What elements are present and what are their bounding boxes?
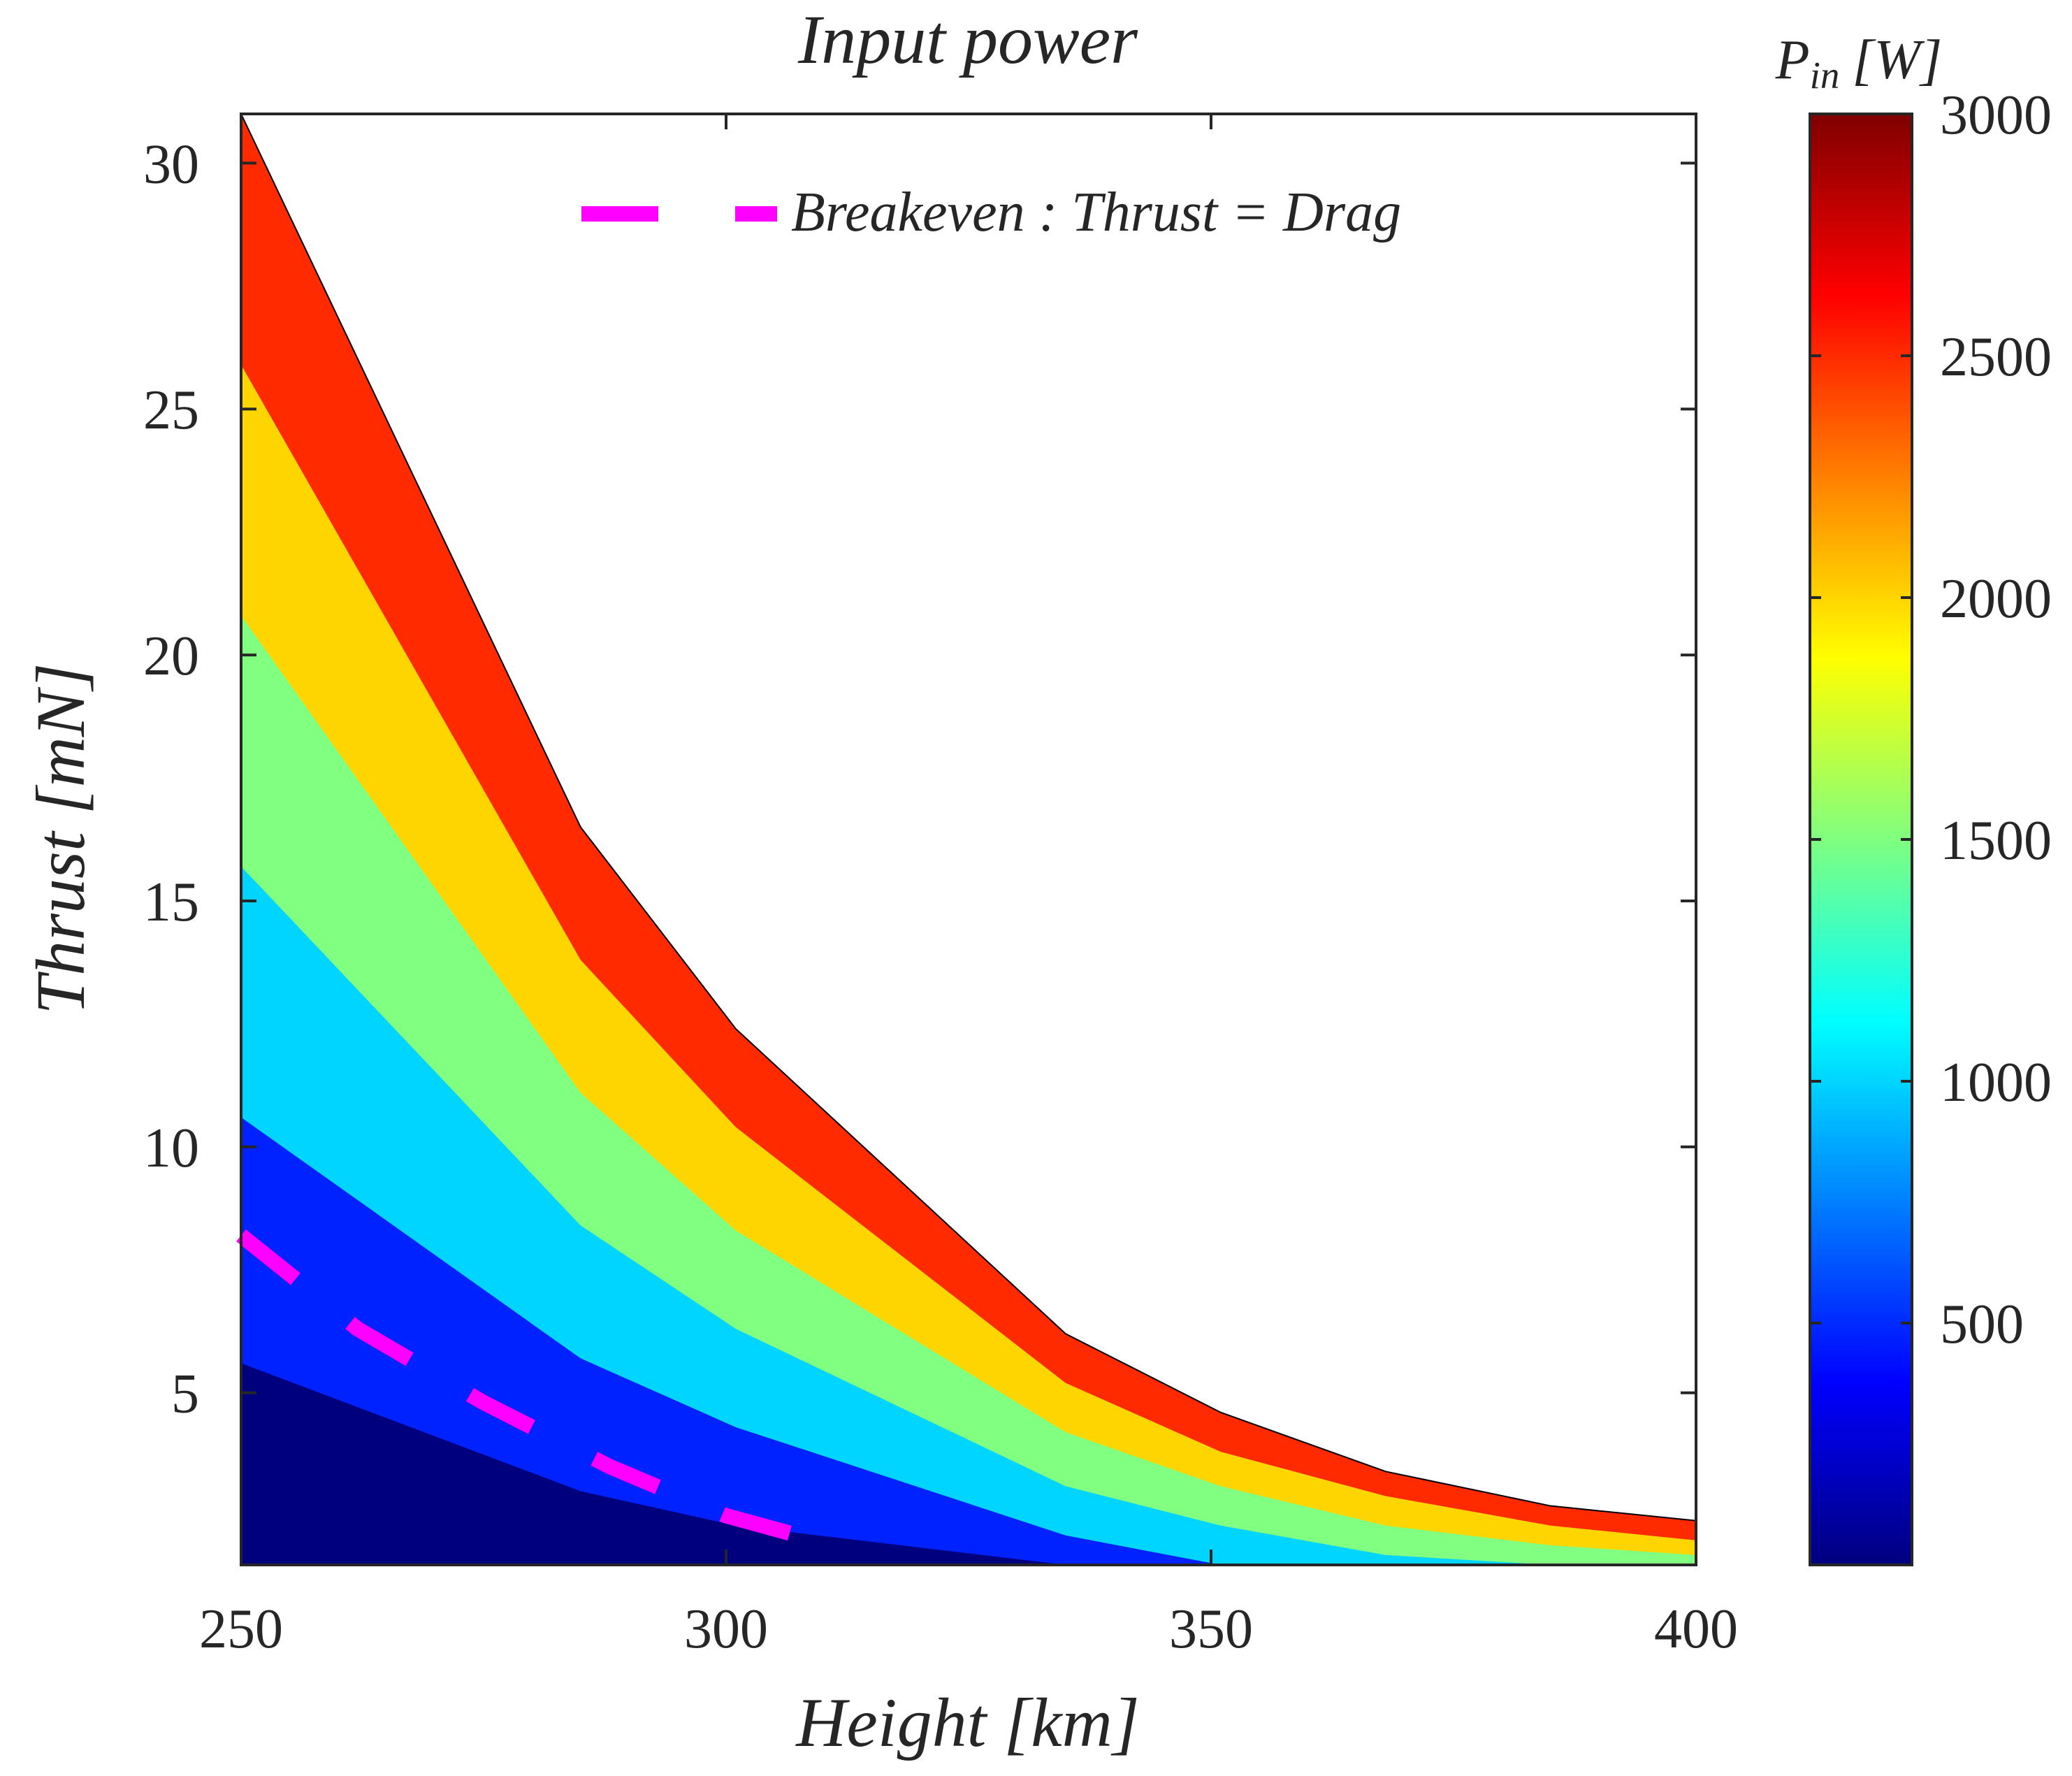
colorbar-ticks: 500 1000 1500 2000 2500 3000 [1810,85,2052,1355]
colorbar: 500 1000 1500 2000 2500 3000 Pin [W] [1775,29,2052,1566]
contour-band-0-500 [241,1363,1696,1565]
y-tick-label: 25 [143,380,199,441]
colorbar-tick-label: 1000 [1940,1052,2052,1113]
y-axis-label: Thrust [mN] [22,663,99,1015]
colorbar-tick-label: 2500 [1940,326,2052,388]
y-tick-label: 30 [143,133,199,195]
chart-title: Input power [797,1,1138,78]
legend-label: Breakeven : Thrust = Drag [791,182,1401,243]
x-tick-label: 400 [1654,1598,1738,1660]
x-tick-label: 350 [1169,1598,1253,1660]
breakeven-line [236,1229,855,1558]
x-tick-label: 300 [684,1598,768,1660]
colorbar-gradient [1809,113,1913,1566]
plot-frame [240,113,1697,1566]
colorbar-tick-label: 1500 [1940,810,2052,872]
x-axis: 250 300 350 400 [199,114,1738,1660]
colorbar-label: Pin [W] [1775,29,1943,96]
y-tick-label: 20 [143,626,199,687]
y-axis: 5 10 15 20 25 30 [143,133,1696,1425]
colorbar-tick-label: 500 [1940,1294,2024,1355]
contour-band-500-1000 [241,1117,1696,1565]
x-axis-label: Height [km] [795,1684,1140,1761]
breakeven-layer [236,1229,855,1558]
y-tick-label: 5 [171,1364,199,1425]
colorbar-tick-label: 2000 [1940,568,2052,630]
y-tick-label: 10 [143,1118,199,1179]
y-tick-label: 15 [143,872,199,933]
legend: Breakeven : Thrust = Drag [581,182,1401,243]
colorbar-tick-label: 3000 [1940,85,2052,146]
x-tick-label: 250 [199,1598,283,1660]
